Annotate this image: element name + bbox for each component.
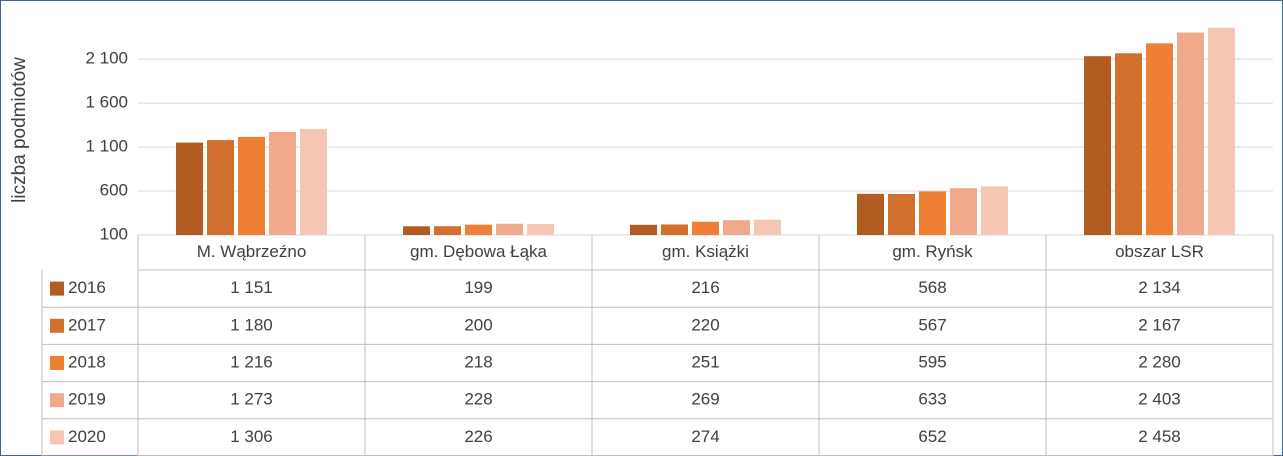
bar xyxy=(496,223,523,235)
bar xyxy=(238,136,265,235)
y-tick-label: 1 100 xyxy=(85,137,128,156)
bar xyxy=(754,219,781,235)
bar xyxy=(1177,32,1204,235)
table-value: 274 xyxy=(691,427,719,446)
bar xyxy=(981,186,1008,235)
x-tick-label: gm. Dębowa Łąka xyxy=(410,242,548,261)
table-value: 1 151 xyxy=(230,278,273,297)
table-value: 2 167 xyxy=(1138,315,1181,334)
legend-swatch xyxy=(50,430,64,445)
bar xyxy=(1084,56,1111,235)
bar xyxy=(434,226,461,235)
bar xyxy=(950,188,977,235)
table-value: 1 273 xyxy=(230,390,273,409)
x-tick-label: obszar LSR xyxy=(1115,242,1204,261)
table-value: 251 xyxy=(691,352,719,371)
table-value: 269 xyxy=(691,390,719,409)
legend-label: 2017 xyxy=(68,315,106,334)
table-value: 226 xyxy=(464,427,492,446)
table-value: 2 134 xyxy=(1138,278,1181,297)
table-value: 1 216 xyxy=(230,352,273,371)
x-tick-label: gm. Książki xyxy=(662,242,749,261)
legend-swatch xyxy=(50,318,64,333)
bar xyxy=(465,224,492,235)
table-value: 1 306 xyxy=(230,427,273,446)
table-value: 567 xyxy=(918,315,946,334)
bar xyxy=(857,193,884,235)
legend-swatch xyxy=(50,281,64,296)
legend-label: 2020 xyxy=(68,427,106,446)
bar xyxy=(888,193,915,235)
legend-swatch xyxy=(50,393,64,408)
y-tick-label: 2 100 xyxy=(85,49,128,68)
table-value: 568 xyxy=(918,278,946,297)
y-axis-label: liczba podmiotów xyxy=(9,57,30,203)
legend-label: 2018 xyxy=(68,352,106,371)
bar xyxy=(723,220,750,235)
bar xyxy=(207,140,234,235)
bar xyxy=(661,224,688,235)
legend-label: 2016 xyxy=(68,278,106,297)
bar xyxy=(1115,53,1142,236)
table-value: 218 xyxy=(464,352,492,371)
bar xyxy=(269,131,296,235)
table-value: 2 403 xyxy=(1138,390,1181,409)
bar xyxy=(630,224,657,235)
table-value: 633 xyxy=(918,390,946,409)
legend-swatch xyxy=(50,356,64,370)
table-value: 199 xyxy=(464,278,492,297)
y-tick-label: 600 xyxy=(100,181,128,200)
table-value: 652 xyxy=(918,427,946,446)
x-tick-label: gm. Ryńsk xyxy=(892,242,973,261)
bar xyxy=(527,223,554,235)
table-value: 228 xyxy=(464,390,492,409)
table-value: 200 xyxy=(464,315,492,334)
bar xyxy=(919,191,946,235)
y-tick-label: 1 600 xyxy=(85,93,128,112)
table-value: 1 180 xyxy=(230,315,273,334)
table-value: 216 xyxy=(691,278,719,297)
bar xyxy=(403,226,430,235)
legend-label: 2019 xyxy=(68,390,106,409)
table-value: 220 xyxy=(691,315,719,334)
bar xyxy=(300,128,327,235)
bar xyxy=(176,142,203,235)
table-value: 2 458 xyxy=(1138,427,1181,446)
bar xyxy=(1146,43,1173,235)
table-value: 595 xyxy=(918,352,946,371)
y-tick-label: 100 xyxy=(100,224,128,243)
bar xyxy=(692,221,719,235)
table-value: 2 280 xyxy=(1138,352,1181,371)
bar xyxy=(1208,27,1235,235)
x-tick-label: M. Wąbrzeźno xyxy=(197,242,307,261)
